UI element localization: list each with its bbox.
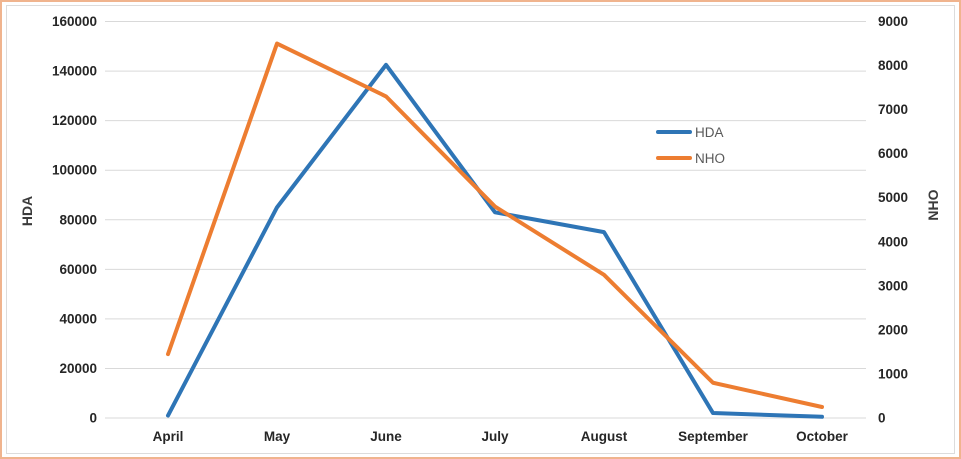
- series-line-nho: [166, 41, 824, 409]
- y-axis-title-right: NHO: [925, 189, 941, 221]
- y-axis-right-tick-label: 0: [878, 411, 886, 426]
- x-axis-category-label: October: [796, 429, 849, 444]
- y-axis-right-tick-label: 9000: [878, 14, 908, 29]
- y-axis-title-left: HDA: [19, 195, 35, 227]
- y-axis-left-tick-label: 100000: [52, 163, 97, 178]
- y-axis-left-tick-label: 20000: [59, 361, 97, 376]
- y-axis-left-tick-label: 120000: [52, 113, 97, 128]
- y-axis-right-tick-label: 2000: [878, 322, 908, 337]
- x-axis-category-label: May: [264, 429, 291, 444]
- y-axis-right-tick-label: 6000: [878, 146, 908, 161]
- x-axis-category-label: June: [370, 429, 402, 444]
- y-axis-left-tick-label: 60000: [59, 262, 97, 277]
- y-axis-left-tick-label: 0: [89, 411, 97, 426]
- legend-item-nho: NHO: [656, 145, 725, 171]
- y-axis-left-tick-label: 80000: [59, 212, 97, 227]
- legend-item-hda: HDA: [656, 119, 725, 145]
- y-axis-left-tick-label: 160000: [52, 14, 97, 29]
- y-axis-right-tick-label: 1000: [878, 366, 908, 381]
- y-axis-left-tick-label: 140000: [52, 64, 97, 79]
- x-axis-category-label: September: [678, 429, 749, 444]
- y-axis-left-tick-label: 40000: [59, 311, 97, 326]
- x-axis-category-label: July: [481, 429, 509, 444]
- legend-label-nho: NHO: [695, 150, 725, 166]
- chart-legend: HDA NHO: [656, 119, 725, 171]
- x-axis-category-label: April: [153, 429, 184, 444]
- legend-swatch-nho: [656, 156, 692, 160]
- legend-swatch-hda: [656, 130, 692, 134]
- y-axis-right-tick-label: 3000: [878, 278, 908, 293]
- legend-label-hda: HDA: [695, 124, 724, 140]
- chart-inner-frame: [6, 5, 955, 454]
- y-axis-right-tick-label: 8000: [878, 58, 908, 73]
- series-line-hda: [166, 62, 824, 419]
- y-axis-right-tick-label: 5000: [878, 190, 908, 205]
- x-axis-category-label: August: [581, 429, 628, 444]
- y-axis-right-tick-label: 7000: [878, 102, 908, 117]
- y-axis-right-tick-label: 4000: [878, 234, 908, 249]
